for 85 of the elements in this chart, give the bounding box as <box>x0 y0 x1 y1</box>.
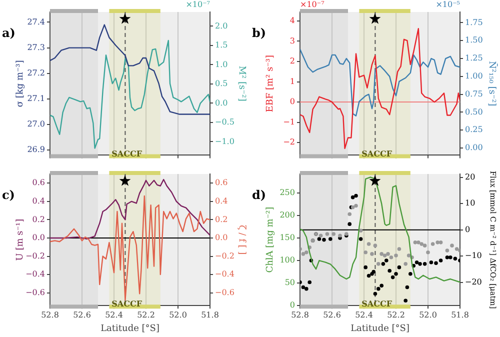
y-axis-title: U [m s⁻¹] <box>16 218 26 261</box>
x-tick-label: 52.6 <box>73 310 91 320</box>
text: ×10⁻⁵ <box>436 0 460 10</box>
text: a) <box>2 26 16 40</box>
y2-axis-title: M² [s⁻²] <box>236 66 246 102</box>
y-tick-label: 2 <box>290 56 295 66</box>
y-tick-label: 0.0 <box>32 233 45 242</box>
x-tick-label: 52.4 <box>105 310 123 320</box>
y-axis-title: EBF [m² s⁻³] <box>266 54 276 112</box>
y-axis-title: σ [kg m⁻³] <box>16 60 26 108</box>
y2-tick-label: 1.75 <box>465 18 483 27</box>
y-tick-label: −1 <box>283 117 295 126</box>
y-tick-label: 250 <box>280 188 295 198</box>
x-axis-title: Latitude [°S] <box>350 324 410 334</box>
y2-tick-label: −0.2 <box>215 251 234 260</box>
y2-tick-label: 0.75 <box>465 89 483 98</box>
y2-tick-label: 0.4 <box>215 196 228 206</box>
y-tick-label: 1 <box>290 76 295 86</box>
y2-tick-label: 2.0 <box>215 21 228 30</box>
x-tick-label: 52.0 <box>169 310 187 320</box>
x-axis-title: Latitude [°S] <box>100 324 160 334</box>
x-tick-label: 52.2 <box>387 310 405 320</box>
x-tick-label: 52.2 <box>137 310 155 320</box>
y-tick-label: 0.4 <box>32 196 45 206</box>
text: c) <box>2 188 15 202</box>
y2-tick-label: 0.6 <box>215 178 228 188</box>
x-tick-label: 51.8 <box>451 310 469 320</box>
y2-tick-label: −0.4 <box>215 270 234 279</box>
band-label: SACCF <box>112 298 142 309</box>
y2-tick-label: −10 <box>465 251 482 260</box>
y2-tick-label: 1.25 <box>465 54 483 63</box>
y2-tick-label: 0.25 <box>465 125 483 134</box>
y2-tick-label: 0.00 <box>465 143 483 152</box>
y-tick-label: 0.6 <box>32 178 45 188</box>
y2-tick-label: 0.50 <box>465 107 483 116</box>
y-tick-label: 27.1 <box>27 94 45 104</box>
y2-axis-title: ζ / f [ ] <box>236 224 246 255</box>
y-tick-label: 200 <box>280 210 295 220</box>
y2-tick-label: −0.6 <box>215 288 234 297</box>
y2-tick-label: 0.2 <box>215 214 228 224</box>
y-tick-label: 27.0 <box>27 120 45 129</box>
text: ×10⁻⁷ <box>300 0 324 10</box>
y2-tick-label: 1.50 <box>465 36 483 45</box>
y-tick-label: −0.6 <box>26 288 45 297</box>
text: ×10⁻⁷ <box>186 0 210 10</box>
y-tick-label: 0.2 <box>32 214 45 224</box>
y2-tick-label: 0.0 <box>215 98 228 108</box>
y2-tick-label: −1.0 <box>215 136 234 146</box>
text: b) <box>252 26 266 40</box>
y-tick-label: 0 <box>290 300 295 310</box>
y-tick-label: 4 <box>290 16 295 26</box>
y-tick-label: 50 <box>284 278 295 288</box>
x-tick-label: 52.8 <box>291 310 309 320</box>
y-tick-label: 3 <box>290 36 295 46</box>
y-tick-label: 27.3 <box>27 42 45 52</box>
x-tick-label: 51.8 <box>201 310 219 320</box>
y2-axis-title: N̄²₁₅₀ [s⁻²] <box>486 61 498 106</box>
x-tick-label: 52.4 <box>355 310 373 320</box>
y-tick-label: 0 <box>290 97 295 106</box>
y-tick-label: −0.2 <box>26 251 45 260</box>
band-label: SACCF <box>362 148 392 158</box>
y2-tick-label: 1.00 <box>465 72 483 81</box>
y-tick-label: −2 <box>283 138 295 147</box>
y-tick-label: 100 <box>280 256 295 265</box>
y-tick-label: 27.4 <box>27 17 45 26</box>
x-tick-label: 52.6 <box>323 310 341 320</box>
y2-tick-label: 0 <box>465 224 470 234</box>
y2-tick-label: 1.0 <box>215 60 228 69</box>
y2-tick-label: −20 <box>465 277 482 286</box>
y-tick-label: 27.2 <box>27 68 45 78</box>
y-tick-label: −0.4 <box>26 270 45 279</box>
y2-tick-label: 0.5 <box>215 79 228 88</box>
y-tick-label: 26.9 <box>27 145 45 154</box>
y2-tick-label: 0.0 <box>215 233 228 242</box>
y2-tick-label: 20 <box>465 172 476 182</box>
text: d) <box>252 188 266 202</box>
y2-tick-label: −0.5 <box>215 118 234 127</box>
y-tick-label: 150 <box>280 233 295 242</box>
y2-tick-label: 10 <box>465 198 476 208</box>
y-axis-title: ChlA [mg m⁻²] <box>266 206 276 273</box>
band-label: SACCF <box>362 298 392 309</box>
band-label: SACCF <box>112 148 142 158</box>
y2-tick-label: 1.5 <box>215 40 228 50</box>
x-tick-label: 52.8 <box>41 310 59 320</box>
x-tick-label: 52.0 <box>419 310 437 320</box>
